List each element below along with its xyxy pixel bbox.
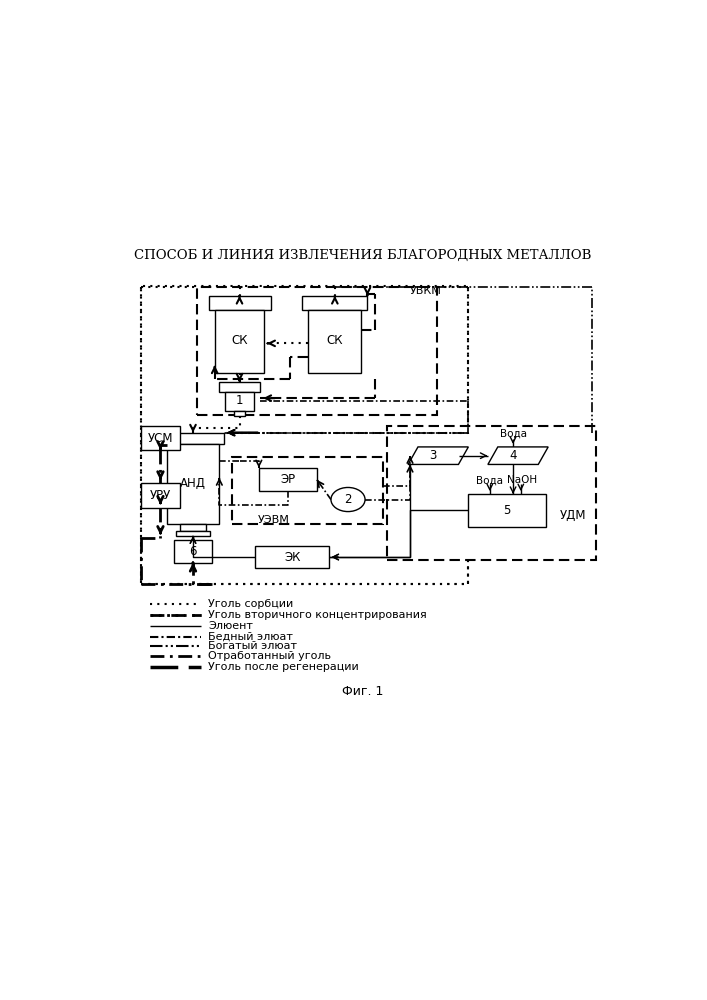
- Bar: [232, 457, 383, 524]
- Text: Отработанный уголь: Отработанный уголь: [209, 651, 332, 661]
- Text: Уголь после регенерации: Уголь после регенерации: [209, 662, 359, 672]
- Bar: [259, 468, 317, 491]
- Text: 2: 2: [344, 493, 352, 506]
- Polygon shape: [488, 447, 548, 464]
- Text: УЭВМ: УЭВМ: [257, 515, 289, 525]
- Text: Уголь сорбции: Уголь сорбции: [209, 599, 293, 609]
- Bar: [255, 546, 329, 568]
- Text: Элюент: Элюент: [209, 621, 253, 631]
- Text: Богатый элюат: Богатый элюат: [209, 641, 298, 651]
- Bar: [468, 494, 546, 527]
- Text: АНД: АНД: [180, 477, 206, 490]
- Bar: [141, 426, 180, 450]
- Text: СК: СК: [327, 334, 343, 347]
- Bar: [218, 382, 260, 392]
- Text: ЭК: ЭК: [284, 551, 300, 564]
- Text: Вода: Вода: [500, 429, 527, 439]
- Bar: [141, 483, 180, 508]
- Bar: [162, 433, 224, 444]
- Bar: [176, 531, 210, 536]
- Text: NaOH: NaOH: [508, 475, 537, 485]
- Text: УДМ: УДМ: [559, 509, 586, 522]
- Bar: [167, 444, 219, 524]
- Bar: [141, 286, 468, 584]
- Text: Фиг. 1: Фиг. 1: [342, 685, 383, 698]
- Text: Бедный элюат: Бедный элюат: [209, 632, 293, 642]
- Text: 3: 3: [430, 449, 437, 462]
- Bar: [387, 426, 596, 560]
- Bar: [197, 287, 437, 415]
- Text: УРУ: УРУ: [150, 489, 171, 502]
- Text: ЭР: ЭР: [281, 473, 296, 486]
- Bar: [308, 310, 361, 373]
- Polygon shape: [408, 447, 468, 464]
- Text: 1: 1: [235, 394, 243, 407]
- Bar: [301, 296, 368, 310]
- Text: 5: 5: [503, 504, 510, 517]
- Bar: [234, 411, 245, 416]
- Bar: [215, 310, 264, 373]
- Text: Вода: Вода: [477, 475, 503, 485]
- Text: 6: 6: [189, 545, 197, 558]
- Text: УСМ: УСМ: [148, 432, 173, 445]
- Text: СПОСОБ И ЛИНИЯ ИЗВЛЕЧЕНИЯ БЛАГОРОДНЫХ МЕТАЛЛОВ: СПОСОБ И ЛИНИЯ ИЗВЛЕЧЕНИЯ БЛАГОРОДНЫХ МЕ…: [134, 249, 592, 262]
- Text: УВКМ: УВКМ: [410, 286, 442, 296]
- Bar: [209, 296, 271, 310]
- Text: 4: 4: [509, 449, 517, 462]
- Text: СК: СК: [231, 334, 247, 347]
- Text: Уголь вторичного концентрирования: Уголь вторичного концентрирования: [209, 610, 427, 620]
- Bar: [174, 540, 212, 563]
- Bar: [225, 392, 255, 411]
- Bar: [180, 524, 206, 531]
